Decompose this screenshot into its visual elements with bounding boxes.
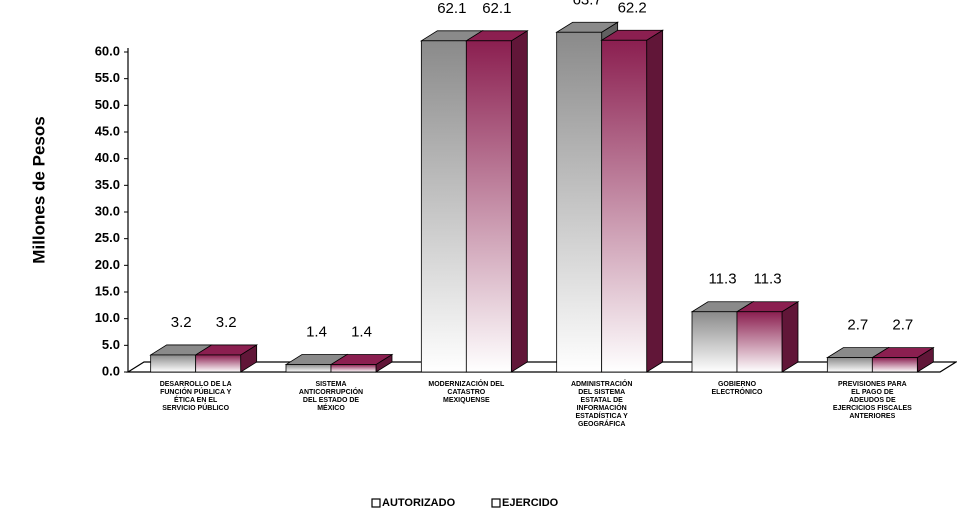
legend-swatch bbox=[491, 498, 501, 508]
x-tick-label: GEOGRÁFICA bbox=[578, 419, 625, 428]
x-tick-label: ESTATAL DE bbox=[581, 397, 624, 404]
x-tick-label: DEL ESTADO DE bbox=[303, 397, 359, 404]
value-label: 2.7 bbox=[892, 317, 913, 334]
bar bbox=[285, 364, 332, 373]
y-tick-label: 30.0 bbox=[95, 203, 120, 218]
bar bbox=[195, 354, 242, 373]
floor bbox=[125, 361, 957, 373]
bar bbox=[330, 364, 377, 373]
y-tick-label: 50.0 bbox=[95, 97, 120, 112]
x-tick-label: CATASTRO bbox=[447, 389, 485, 396]
x-tick-label: ANTERIORES bbox=[849, 413, 895, 420]
value-label: 63.7 bbox=[573, 0, 602, 8]
y-tick-label: 15.0 bbox=[95, 283, 120, 298]
x-tick-label: ELECTRÓNICO bbox=[712, 387, 764, 396]
x-tick-label: EL PAGO DE bbox=[851, 389, 894, 396]
y-tick-label: 5.0 bbox=[102, 337, 120, 352]
bar bbox=[736, 311, 783, 373]
value-label: 62.1 bbox=[437, 0, 466, 17]
value-label: 2.7 bbox=[847, 317, 868, 334]
y-axis-title: Millones de Pesos bbox=[29, 116, 48, 263]
legend-label: EJERCIDO bbox=[502, 497, 559, 509]
value-label: 62.1 bbox=[482, 0, 511, 17]
legend-label: AUTORIZADO bbox=[382, 497, 456, 509]
x-tick-label: ADEUDOS DE bbox=[849, 397, 896, 404]
x-tick-label: ADMINISTRACIÓN bbox=[571, 379, 632, 388]
bar-side bbox=[646, 29, 664, 373]
value-label: 1.4 bbox=[351, 324, 372, 341]
value-label: 3.2 bbox=[216, 314, 237, 331]
bar bbox=[871, 357, 918, 373]
x-tick-label: DEL SISTEMA bbox=[578, 389, 625, 396]
bar-side bbox=[781, 301, 799, 373]
x-tick-label: FUNCIÓN PÚBLICA Y bbox=[160, 387, 232, 396]
y-tick-label: 10.0 bbox=[95, 310, 120, 325]
x-tick-label: SISTEMA bbox=[315, 381, 346, 388]
x-tick-label: MEXIQUENSE bbox=[443, 397, 490, 404]
y-tick-label: 55.0 bbox=[95, 70, 120, 85]
value-label: 1.4 bbox=[306, 324, 327, 341]
bar bbox=[420, 40, 467, 373]
x-tick-label: ESTADÍSTICA Y bbox=[575, 411, 628, 420]
value-label: 3.2 bbox=[171, 314, 192, 331]
bar bbox=[556, 31, 603, 373]
y-tick-label: 35.0 bbox=[95, 177, 120, 192]
x-tick-label: EJERCICIOS FISCALES bbox=[833, 405, 912, 412]
value-label: 11.3 bbox=[708, 271, 736, 288]
bar bbox=[826, 357, 873, 373]
bar bbox=[150, 354, 197, 373]
y-tick-label: 0.0 bbox=[102, 363, 120, 378]
value-label: 62.2 bbox=[618, 0, 647, 16]
x-tick-label: DESARROLLO DE LA bbox=[160, 381, 232, 388]
value-label: 11.3 bbox=[753, 271, 781, 288]
y-tick-label: 25.0 bbox=[95, 230, 120, 245]
bar bbox=[601, 39, 648, 373]
x-tick-label: SERVICIO PÚBLICO bbox=[162, 403, 229, 412]
y-tick-label: 20.0 bbox=[95, 257, 120, 272]
x-tick-label: GOBIERNO bbox=[718, 381, 757, 388]
bar bbox=[465, 40, 512, 373]
x-tick-label: ANTICORRUPCIÓN bbox=[299, 387, 363, 396]
y-tick-label: 40.0 bbox=[95, 150, 120, 165]
legend-swatch bbox=[371, 498, 381, 508]
x-tick-label: ÉTICA EN EL bbox=[174, 395, 218, 404]
bar bbox=[691, 311, 738, 373]
bar-side bbox=[510, 30, 528, 373]
x-tick-label: MODERNIZACIÓN DEL bbox=[428, 379, 505, 388]
y-tick-label: 60.0 bbox=[95, 43, 120, 58]
x-tick-label: INFORMACIÓN bbox=[577, 403, 627, 412]
x-tick-label: PREVISIONES PARA bbox=[838, 381, 907, 388]
y-tick-label: 45.0 bbox=[95, 123, 120, 138]
x-tick-label: MÉXICO bbox=[317, 403, 345, 412]
